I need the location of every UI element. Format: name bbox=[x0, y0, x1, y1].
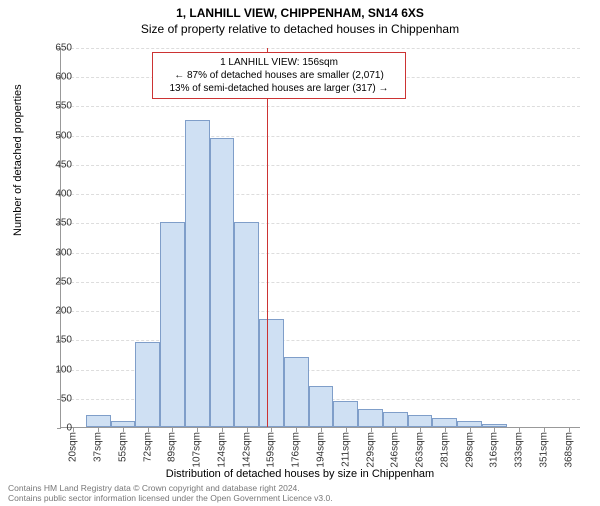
plot-area: 20sqm37sqm55sqm72sqm89sqm107sqm124sqm142… bbox=[60, 48, 580, 428]
gridline bbox=[61, 253, 580, 254]
histogram-bar bbox=[234, 222, 259, 427]
ytick-label: 50 bbox=[32, 393, 72, 404]
histogram-bar bbox=[284, 357, 309, 427]
xtick-label: 316sqm bbox=[489, 432, 500, 468]
ytick-label: 600 bbox=[32, 72, 72, 83]
xtick-label: 263sqm bbox=[415, 432, 426, 468]
ytick-label: 100 bbox=[32, 364, 72, 375]
ytick-label: 650 bbox=[32, 43, 72, 54]
gridline bbox=[61, 136, 580, 137]
histogram-bar bbox=[333, 401, 358, 427]
ytick-label: 500 bbox=[32, 130, 72, 141]
xtick-label: 281sqm bbox=[439, 432, 450, 468]
gridline bbox=[61, 165, 580, 166]
histogram-bar bbox=[160, 222, 185, 427]
xtick-label: 55sqm bbox=[117, 432, 128, 462]
xtick-label: 142sqm bbox=[241, 432, 252, 468]
xtick-label: 124sqm bbox=[216, 432, 227, 468]
histogram-bar bbox=[432, 418, 457, 427]
ytick-label: 300 bbox=[32, 247, 72, 258]
histogram-bar bbox=[482, 424, 507, 427]
histogram-chart: 20sqm37sqm55sqm72sqm89sqm107sqm124sqm142… bbox=[60, 48, 580, 428]
ytick-label: 550 bbox=[32, 101, 72, 112]
xtick-label: 351sqm bbox=[538, 432, 549, 468]
chart-title-sub: Size of property relative to detached ho… bbox=[0, 22, 600, 36]
xtick-label: 89sqm bbox=[167, 432, 178, 462]
histogram-bar bbox=[185, 120, 210, 427]
xtick-label: 298sqm bbox=[464, 432, 475, 468]
gridline bbox=[61, 311, 580, 312]
annotation-line: 13% of semi-detached houses are larger (… bbox=[159, 82, 399, 95]
xtick-label: 194sqm bbox=[316, 432, 327, 468]
gridline bbox=[61, 48, 580, 49]
gridline bbox=[61, 223, 580, 224]
annotation-line: 1 LANHILL VIEW: 156sqm bbox=[159, 56, 399, 69]
histogram-bar bbox=[383, 412, 408, 427]
histogram-bar bbox=[259, 319, 284, 427]
xtick-label: 368sqm bbox=[563, 432, 574, 468]
ytick-label: 450 bbox=[32, 159, 72, 170]
xtick-label: 333sqm bbox=[514, 432, 525, 468]
histogram-bar bbox=[86, 415, 111, 427]
histogram-bar bbox=[111, 421, 136, 427]
histogram-bar bbox=[457, 421, 482, 427]
xtick-label: 72sqm bbox=[142, 432, 153, 462]
y-axis-title: Number of detached properties bbox=[12, 84, 24, 236]
xtick-label: 159sqm bbox=[266, 432, 277, 468]
chart-title-main: 1, LANHILL VIEW, CHIPPENHAM, SN14 6XS bbox=[0, 6, 600, 20]
gridline bbox=[61, 340, 580, 341]
gridline bbox=[61, 106, 580, 107]
xtick-label: 246sqm bbox=[390, 432, 401, 468]
annotation-box: 1 LANHILL VIEW: 156sqm← 87% of detached … bbox=[152, 52, 406, 99]
ytick-label: 250 bbox=[32, 276, 72, 287]
ytick-label: 400 bbox=[32, 189, 72, 200]
gridline bbox=[61, 194, 580, 195]
ytick-label: 350 bbox=[32, 218, 72, 229]
xtick-label: 229sqm bbox=[365, 432, 376, 468]
xtick-label: 211sqm bbox=[340, 432, 351, 467]
xtick-label: 107sqm bbox=[192, 432, 203, 468]
histogram-bar bbox=[210, 138, 235, 427]
annotation-line: ← 87% of detached houses are smaller (2,… bbox=[159, 69, 399, 82]
footer-attribution: Contains HM Land Registry data © Crown c… bbox=[8, 484, 333, 504]
x-axis-title: Distribution of detached houses by size … bbox=[0, 468, 600, 480]
gridline bbox=[61, 282, 580, 283]
marker-line bbox=[267, 48, 268, 427]
histogram-bar bbox=[135, 342, 160, 427]
ytick-label: 200 bbox=[32, 306, 72, 317]
ytick-label: 150 bbox=[32, 335, 72, 346]
footer-line-2: Contains public sector information licen… bbox=[8, 494, 333, 504]
xtick-label: 20sqm bbox=[68, 432, 79, 462]
histogram-bar bbox=[408, 415, 433, 427]
ytick-label: 0 bbox=[32, 423, 72, 434]
xtick-label: 37sqm bbox=[93, 432, 104, 462]
histogram-bar bbox=[358, 409, 383, 427]
histogram-bar bbox=[309, 386, 334, 427]
xtick-label: 176sqm bbox=[291, 432, 302, 468]
